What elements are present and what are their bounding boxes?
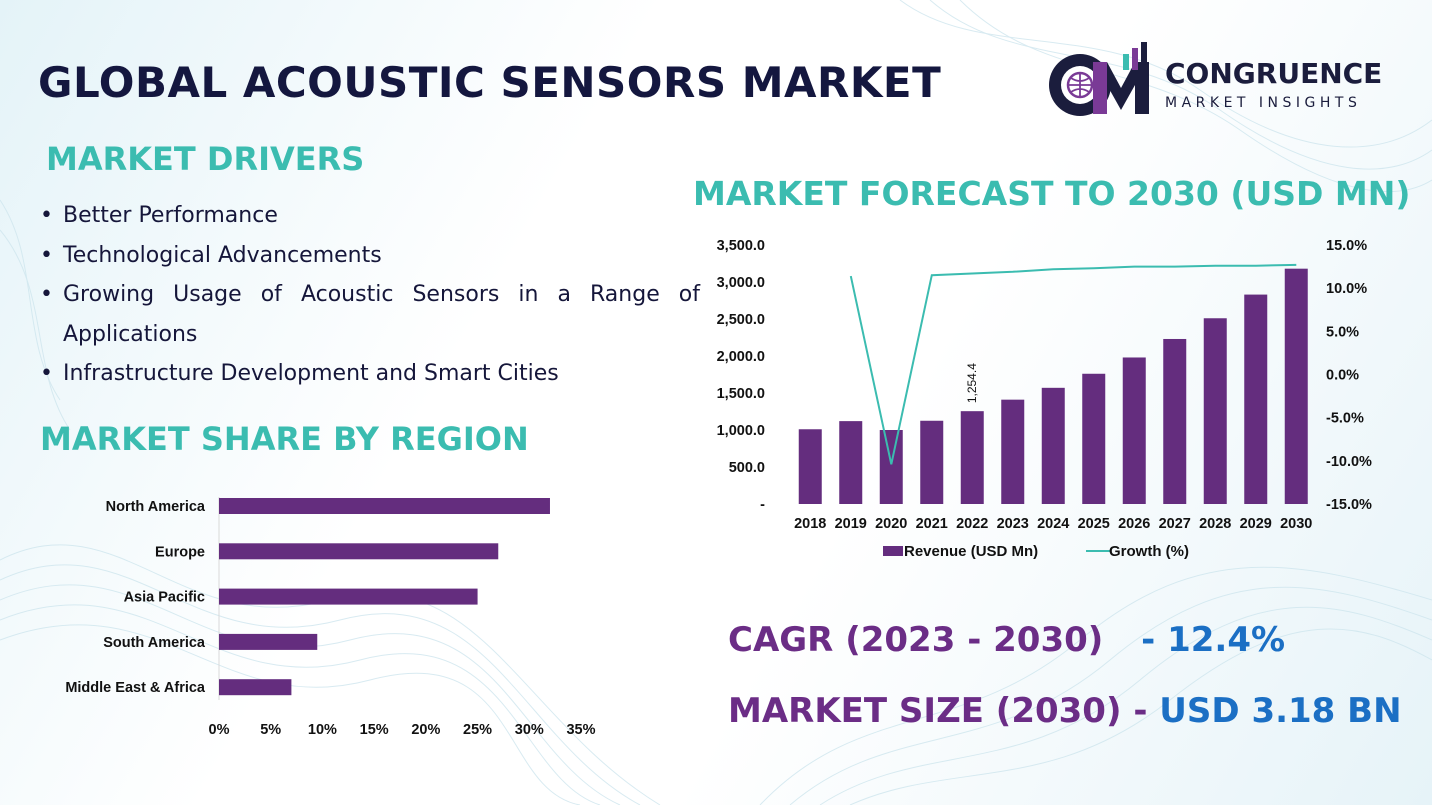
- bar-south-america: [219, 633, 318, 650]
- region-share-chart: North America Europe Asia Pacific South Ame…: [65, 497, 596, 738]
- x-tick-label: 2023: [997, 516, 1029, 532]
- x-tick-label: 10%: [308, 722, 337, 738]
- revenue-bar-2026: [1122, 357, 1146, 504]
- x-tick-label: 2027: [1159, 516, 1191, 532]
- logo-company-subtitle: MARKET INSIGHTS: [1165, 95, 1362, 111]
- y-tick-label: 2,000.0: [717, 349, 765, 365]
- category-label: Middle East & Africa: [65, 680, 206, 696]
- revenue-bar-2019: [839, 421, 863, 504]
- market-size-value: USD 3.18 BN: [1159, 691, 1402, 731]
- driver-item: Technological Advancements: [40, 236, 700, 276]
- category-label: Asia Pacific: [124, 590, 205, 606]
- revenue-bar-2027: [1163, 338, 1187, 504]
- driver-item: Better Performance: [40, 196, 700, 236]
- market-size-label: MARKET SIZE (2030) -: [728, 691, 1148, 731]
- revenue-bar-2024: [1041, 387, 1065, 504]
- y-tick-label: 3,000.0: [717, 275, 765, 291]
- cagr-value: - 12.4%: [1141, 620, 1286, 660]
- revenue-bar-2023: [1001, 399, 1025, 504]
- x-tick-label: 20%: [411, 722, 440, 738]
- y-tick-label: 3,500.0: [717, 238, 765, 254]
- x-tick-label: 2025: [1078, 516, 1110, 532]
- y-tick-label: 500.0: [729, 460, 765, 476]
- revenue-bar-2029: [1244, 294, 1268, 504]
- legend-growth-label: Growth (%): [1109, 543, 1189, 560]
- x-tick-label: 2028: [1199, 516, 1231, 532]
- y2-tick-label: 5.0%: [1326, 324, 1359, 340]
- y-tick-label: 1,500.0: [717, 386, 765, 402]
- x-tick-label: 15%: [360, 722, 389, 738]
- page-title: GLOBAL ACOUSTIC SENSORS MARKET: [38, 58, 942, 107]
- bar-asia-pacific: [219, 588, 478, 605]
- y-tick-label: 1,000.0: [717, 423, 765, 439]
- x-tick-label: 2019: [835, 516, 867, 532]
- logo-company-name: CONGRUENCE: [1165, 57, 1383, 90]
- x-tick-label: 35%: [566, 722, 595, 738]
- x-tick-label: 2022: [956, 516, 988, 532]
- revenue-bar-2021: [920, 420, 944, 504]
- y2-tick-label: -15.0%: [1326, 497, 1372, 513]
- y2-tick-label: -5.0%: [1326, 411, 1364, 427]
- y2-tick-label: -10.0%: [1326, 454, 1372, 470]
- y-tick-label: -: [760, 497, 765, 513]
- category-label: South America: [103, 635, 206, 651]
- forecast-heading: MARKET FORECAST TO 2030 (USD MN): [693, 174, 1411, 213]
- x-tick-label: 30%: [515, 722, 544, 738]
- data-label: 1,254.4: [965, 363, 979, 403]
- category-label: North America: [106, 499, 206, 515]
- bar-north-america: [219, 498, 550, 514]
- x-tick-label: 0%: [209, 722, 230, 738]
- y2-tick-label: 0.0%: [1326, 368, 1359, 384]
- y2-tick-label: 15.0%: [1326, 238, 1367, 254]
- revenue-bar-2020: [879, 430, 903, 504]
- bar-middle-east-africa: [219, 679, 292, 696]
- revenue-bar-2030: [1284, 268, 1308, 504]
- revenue-bar-2025: [1082, 373, 1106, 504]
- driver-item: Growing Usage of Acoustic Sensors in a R…: [40, 275, 700, 354]
- logo-mark-icon: [1049, 42, 1149, 116]
- x-tick-label: 5%: [260, 722, 281, 738]
- company-logo: CONGRUENCE MARKET INSIGHTS: [1045, 40, 1405, 120]
- drivers-list: Better Performance Technological Advance…: [40, 196, 700, 394]
- x-tick-label: 2021: [916, 516, 948, 532]
- bar-europe: [219, 543, 499, 560]
- forecast-chart: - 500.0 1,000.0 1,500.0 2,000.0 2,500.0 3,000.…: [717, 238, 1372, 560]
- driver-item: Infrastructure Development and Smart Cit…: [40, 354, 700, 394]
- x-tick-label: 2030: [1280, 516, 1312, 532]
- category-label: Europe: [155, 544, 205, 560]
- market-size-stat: MARKET SIZE (2030) - USD 3.18 BN: [728, 691, 1402, 731]
- x-tick-label: 25%: [463, 722, 492, 738]
- legend-revenue-label: Revenue (USD Mn): [904, 543, 1038, 560]
- x-tick-label: 2024: [1037, 516, 1069, 532]
- cagr-label: CAGR (2023 - 2030): [728, 620, 1104, 660]
- revenue-bar-2022: [960, 411, 984, 504]
- y2-tick-label: 10.0%: [1326, 281, 1367, 297]
- revenue-bar-2028: [1203, 318, 1227, 504]
- x-tick-label: 2029: [1240, 516, 1272, 532]
- x-tick-label: 2020: [875, 516, 907, 532]
- growth-line: [849, 263, 1297, 465]
- share-heading: MARKET SHARE BY REGION: [40, 420, 529, 458]
- x-tick-label: 2026: [1118, 516, 1150, 532]
- legend-revenue-swatch: [883, 546, 903, 556]
- cagr-stat: CAGR (2023 - 2030) - 12.4%: [728, 620, 1285, 660]
- y-tick-label: 2,500.0: [717, 312, 765, 328]
- revenue-bar-2018: [798, 429, 822, 504]
- x-tick-label: 2018: [794, 516, 826, 532]
- drivers-heading: MARKET DRIVERS: [46, 140, 365, 178]
